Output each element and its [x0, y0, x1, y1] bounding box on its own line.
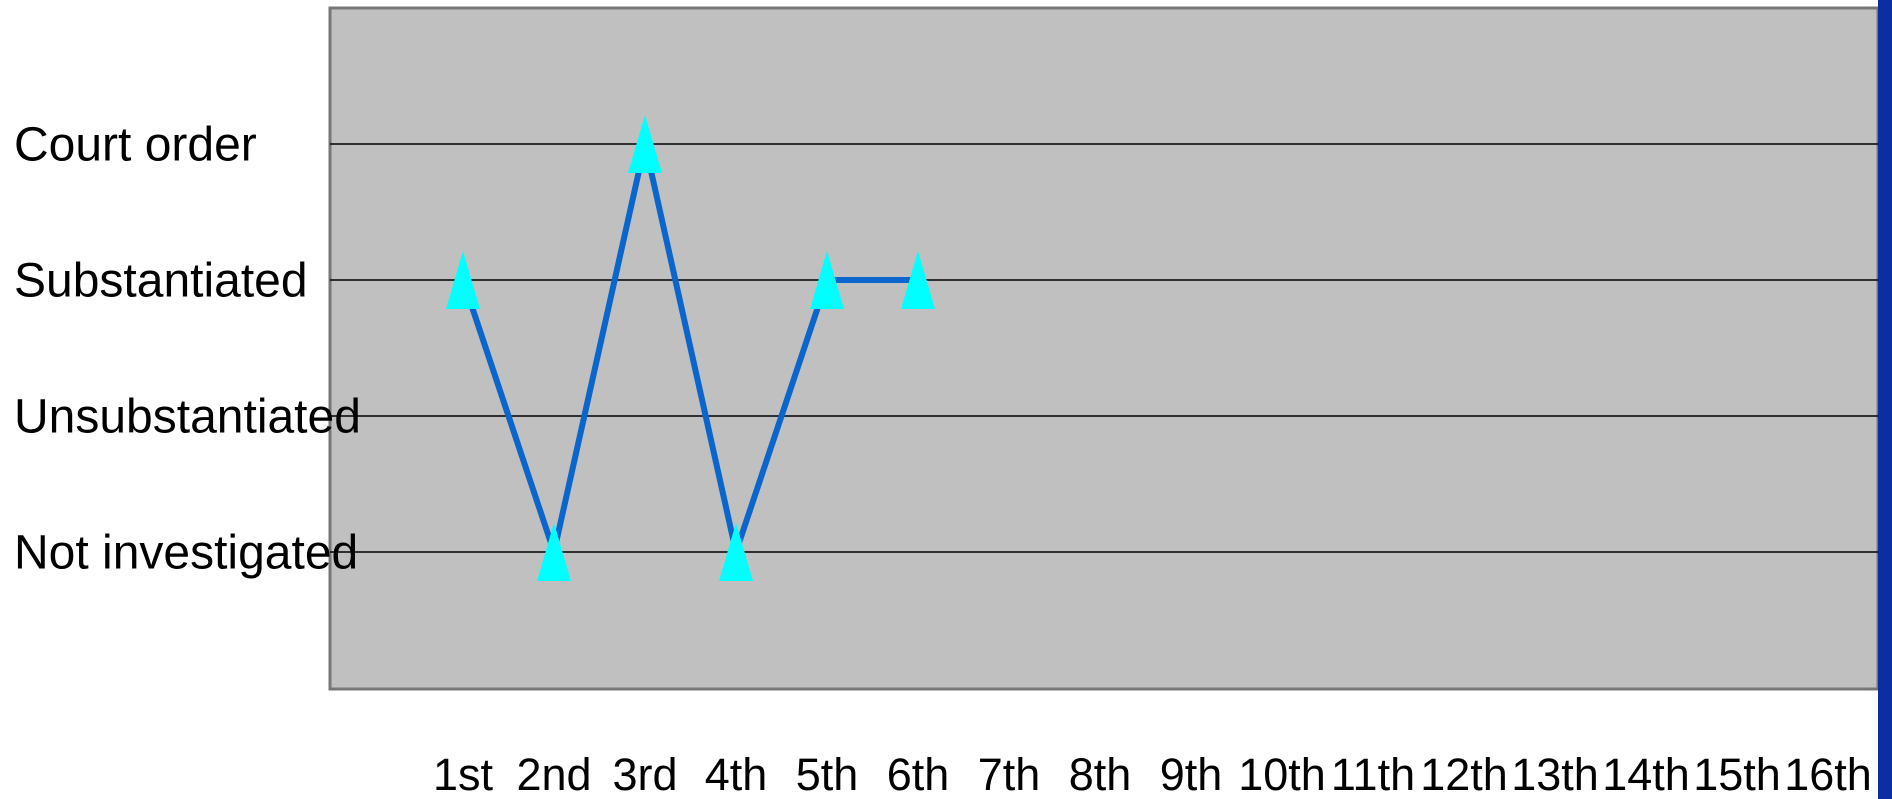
x-tick-label: 11th: [1331, 749, 1415, 799]
plot-area: [328, 6, 1880, 691]
x-tick-label: 10th: [1238, 749, 1326, 799]
y-tick-label: Court order: [14, 119, 257, 172]
y-axis-labels: Not investigated Unsubstantiated Substanti…: [14, 119, 361, 580]
x-tick-label: 7th: [978, 749, 1041, 799]
x-tick-label: 12th: [1420, 749, 1508, 799]
y-tick-label: Substantiated: [14, 255, 308, 308]
data-point-marker: [810, 251, 844, 309]
data-point-marker: [719, 523, 753, 581]
x-tick-label: 1st: [433, 749, 494, 799]
x-tick-label: 13th: [1511, 749, 1599, 799]
x-tick-label: 2nd: [516, 749, 591, 799]
x-axis-labels: 1st 2nd 3rd 4th 5th 6th 7th 8th 9th 10th 11th 12th 1…: [433, 749, 1872, 799]
data-point-marker: [628, 115, 662, 173]
plot-background: [328, 6, 1880, 691]
data-point-marker: [537, 523, 571, 581]
x-tick-label: 8th: [1069, 749, 1132, 799]
x-tick-label: 9th: [1160, 749, 1223, 799]
x-tick-label: 16th: [1784, 749, 1872, 799]
x-tick-label: 5th: [796, 749, 859, 799]
data-point-marker: [901, 251, 935, 309]
x-tick-label: 4th: [705, 749, 768, 799]
series-line: [460, 143, 918, 564]
series-markers: [446, 115, 935, 581]
y-tick-label: Unsubstantiated: [14, 391, 361, 444]
x-tick-label: 15th: [1693, 749, 1781, 799]
y-tick-label: Not investigated: [14, 527, 358, 580]
x-tick-label: 6th: [887, 749, 950, 799]
series-path: [460, 143, 918, 564]
data-point-marker: [446, 251, 480, 309]
x-tick-label: 14th: [1602, 749, 1690, 799]
slide-edge-bar: [1878, 0, 1892, 799]
x-tick-label: 3rd: [612, 749, 677, 799]
